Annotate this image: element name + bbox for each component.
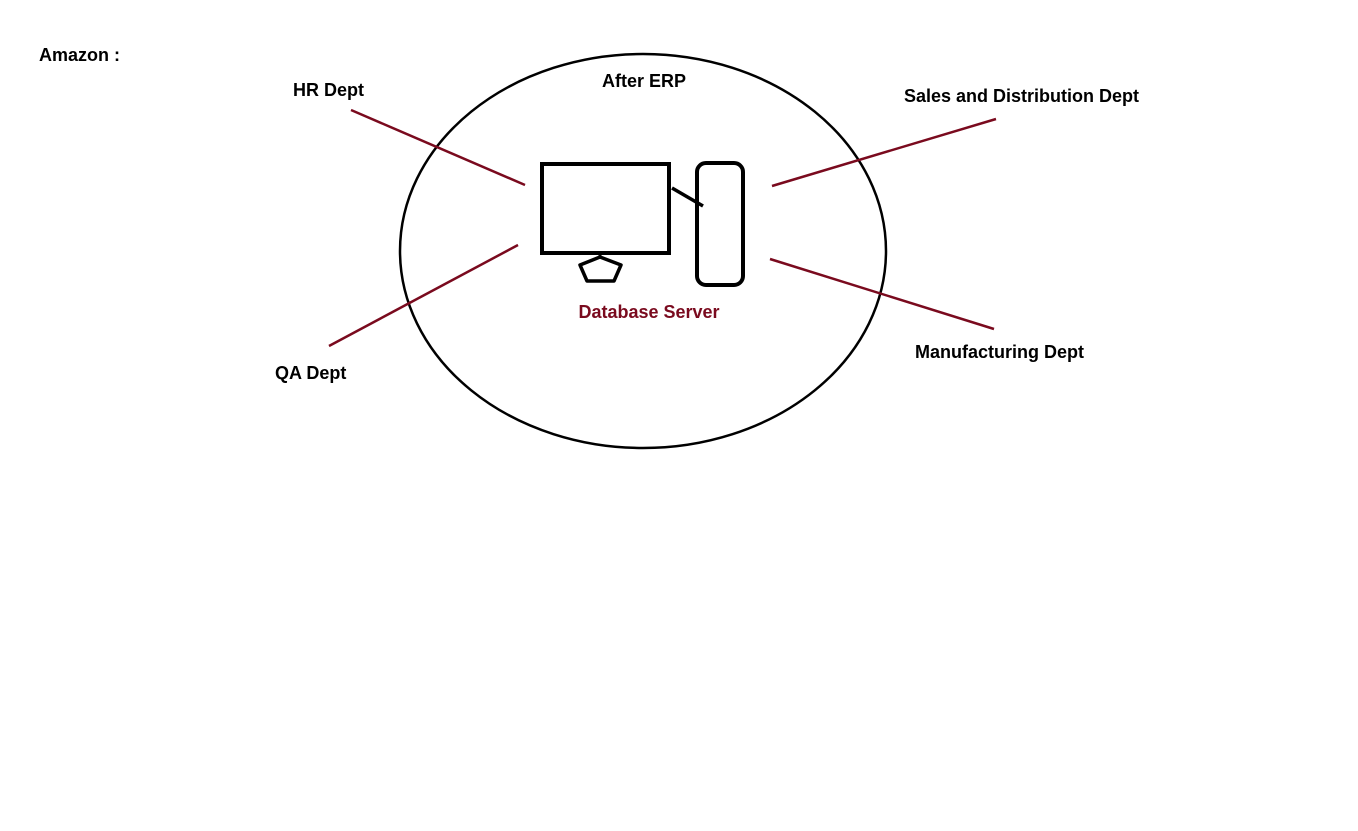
computer-monitor-icon bbox=[540, 162, 671, 283]
sales-connector-line bbox=[771, 117, 997, 188]
erp-boundary-ellipse bbox=[398, 52, 888, 450]
hr-connector-line bbox=[350, 108, 526, 187]
qa-dept-label: QA Dept bbox=[275, 363, 347, 383]
hr-dept-label: HR Dept bbox=[293, 80, 364, 100]
manufacturing-connector-line bbox=[769, 257, 995, 331]
qa-connector-line bbox=[328, 243, 519, 348]
database-server-label: Database Server bbox=[578, 302, 720, 322]
server-tower-icon bbox=[695, 161, 745, 287]
sales-dept-label: Sales and Distribution Dept bbox=[904, 86, 1140, 106]
erp-boundary-label: After ERP bbox=[601, 71, 687, 91]
manufacturing-dept-label: Manufacturing Dept bbox=[915, 342, 1084, 362]
company-label: Amazon : bbox=[39, 45, 120, 65]
